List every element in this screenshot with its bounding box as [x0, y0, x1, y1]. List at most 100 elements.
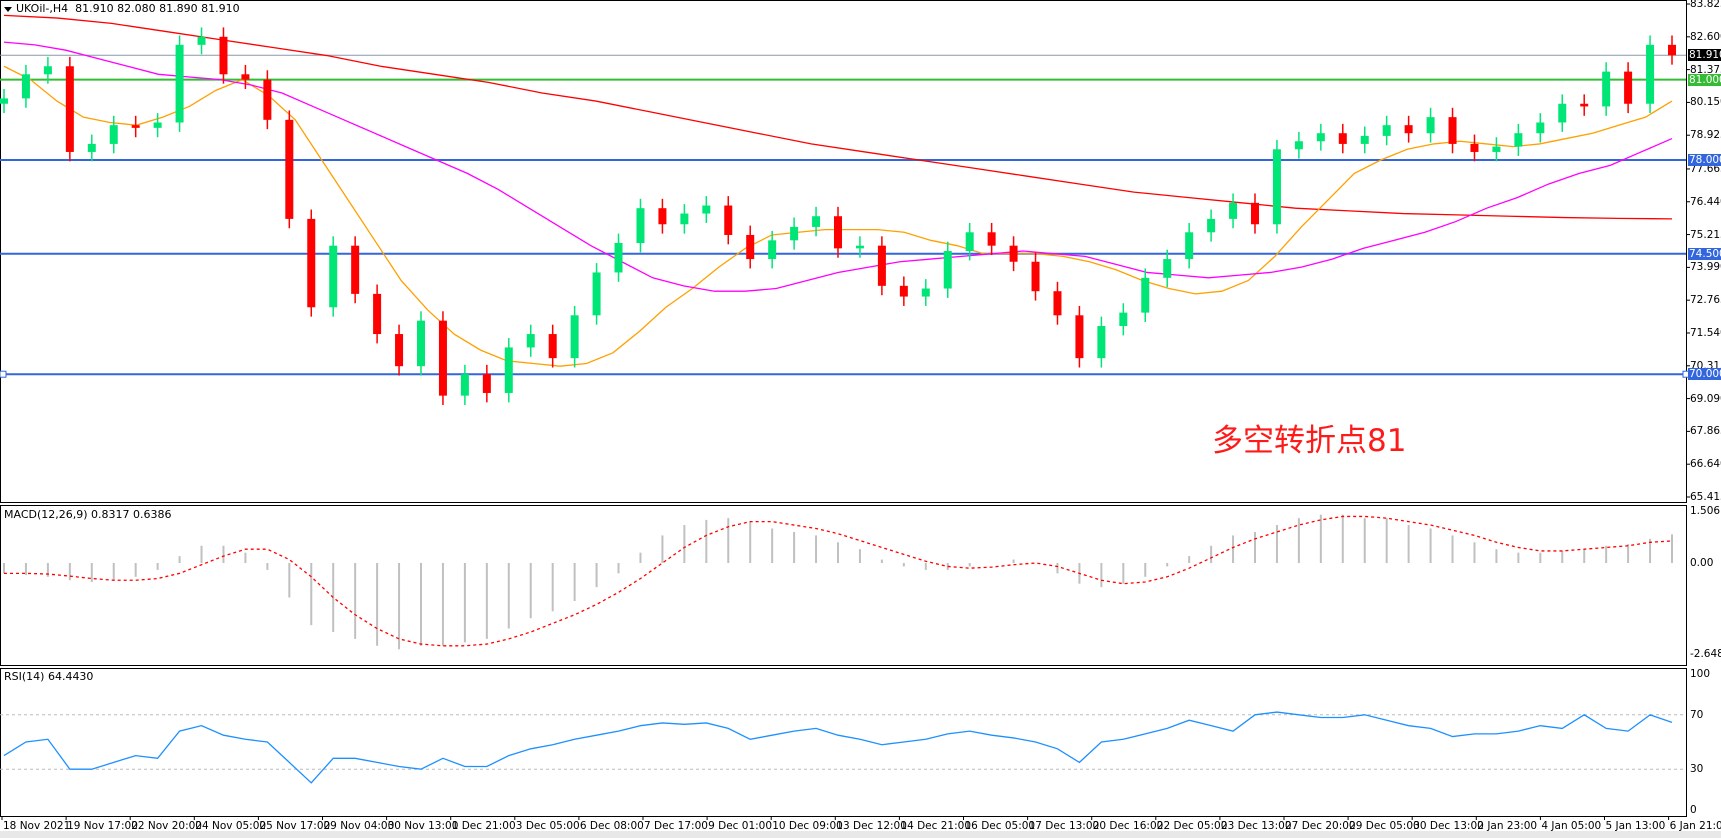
symbol-label: UKOil-,H4: [16, 2, 69, 15]
price-axis-label: 72.765: [1690, 294, 1721, 307]
time-axis-label: 30 Dec 13:00: [1413, 820, 1484, 832]
candle-body: [548, 334, 557, 359]
price-axis-label: 65.415: [1690, 491, 1721, 503]
candle-body: [153, 122, 162, 128]
time-axis-label: 24 Nov 05:00: [195, 820, 267, 832]
candle-body: [1316, 133, 1325, 142]
time-axis-label: 29 Dec 05:00: [1349, 820, 1420, 832]
candle-body: [1031, 261, 1040, 292]
candle-body: [1536, 122, 1545, 134]
level-label-70.000: 70.000: [1688, 368, 1721, 381]
time-axis-label: 27 Dec 20:00: [1285, 820, 1356, 832]
price-axis-label: 76.440: [1690, 195, 1721, 208]
rsi-axis-label: 30: [1690, 763, 1704, 776]
candle-body: [1448, 117, 1457, 144]
time-axis-label: 2 Jan 23:00: [1477, 820, 1538, 832]
candle-body: [526, 334, 535, 348]
candle-body: [482, 374, 491, 393]
level-label-81.910: 81.910: [1688, 49, 1721, 62]
time-axis-label: 30 Nov 13:00: [387, 820, 459, 832]
rsi-line: [3, 711, 1673, 784]
candle-body: [658, 208, 667, 225]
time-axis-label: 25 Nov 17:00: [259, 820, 331, 832]
time-axis-label: 22 Dec 05:00: [1156, 820, 1228, 832]
candle-body: [1360, 135, 1369, 144]
price-axis-label: 80.150: [1690, 96, 1721, 109]
annotation-text: 多空转折点81: [1212, 423, 1407, 459]
candle-body: [1229, 202, 1238, 219]
moving-average-ma_slow: [3, 14, 1673, 220]
candle-body: [109, 125, 118, 144]
candle-body: [1602, 71, 1611, 107]
price-axis-label: 69.090: [1690, 392, 1721, 405]
candle-body: [1492, 146, 1501, 152]
candle-body: [943, 251, 952, 289]
candle-body: [438, 320, 447, 396]
candle-body: [1207, 218, 1216, 233]
candle-body: [790, 226, 799, 241]
candle-body: [197, 36, 206, 45]
candle-body: [351, 245, 360, 294]
candle-body: [395, 334, 404, 367]
candle-body: [724, 205, 733, 235]
candle-body: [65, 66, 74, 152]
time-axis-label: 20 Dec 16:00: [1092, 820, 1164, 832]
candle-body: [1338, 133, 1347, 144]
time-axis-label: 18 Nov 2021: [3, 820, 71, 832]
time-axis-label: 5 Jan 13:00: [1605, 820, 1666, 832]
candle-body: [570, 315, 579, 359]
rsi-axis-label: 0: [1690, 804, 1697, 816]
candle-body: [1426, 117, 1435, 134]
dropdown-triangle-icon[interactable]: [4, 6, 12, 12]
level-label-81.000: 81.000: [1688, 73, 1721, 86]
time-axis-label: 10 Dec 09:00: [772, 820, 843, 832]
candle-body: [285, 119, 294, 219]
candle-body: [899, 285, 908, 297]
chart-header: UKOil-,H4 81.910 82.080 81.890 81.910: [4, 2, 240, 15]
candle-body: [680, 213, 689, 225]
time-axis-label: 14 Dec 21:00: [900, 820, 972, 832]
time-axis-label: 6 Dec 08:00: [579, 820, 644, 832]
candle-body: [1294, 141, 1303, 150]
price-axis-label: 83.825: [1690, 0, 1721, 10]
candle-body: [219, 36, 228, 75]
candle-body: [1163, 259, 1172, 278]
candle-body: [965, 232, 974, 252]
price-axis-label: 67.865: [1690, 425, 1721, 438]
time-axis-label: 7 Dec 17:00: [644, 820, 708, 832]
price-axis-label: 71.540: [1690, 326, 1721, 339]
candle-body: [812, 216, 821, 227]
main-panel-border: [0, 0, 1687, 503]
time-axis-label: 19 Nov 17:00: [67, 820, 138, 832]
candle-body: [460, 374, 469, 396]
candle-body: [1119, 312, 1128, 327]
macd-axis-label: -2.6487: [1690, 648, 1721, 661]
bottom-strip: [0, 831, 1721, 838]
macd-signal-line: [4, 515, 1673, 647]
rsi-panel-border: [0, 668, 1687, 817]
macd-panel-border: [0, 505, 1687, 666]
level-label-78.000: 78.000: [1688, 153, 1721, 166]
time-axis-label: 29 Nov 04:00: [323, 820, 395, 832]
rsi-axis-label: 100: [1690, 668, 1711, 680]
macd-header: MACD(12,26,9) 0.8317 0.6386: [4, 508, 172, 521]
price-axis-label: 81.375: [1690, 63, 1721, 76]
price-axis-label: 78.925: [1690, 129, 1721, 142]
candle-body: [241, 74, 250, 80]
macd-axis-label: 0.00: [1690, 557, 1714, 569]
candle-body: [1097, 326, 1106, 359]
price-axis-label: 82.600: [1690, 30, 1721, 43]
price-axis-label: 66.640: [1690, 458, 1721, 471]
candle-body: [504, 347, 513, 393]
candle-body: [1668, 44, 1676, 56]
time-axis-label: 22 Nov 20:00: [131, 820, 202, 832]
candle-body: [1514, 133, 1523, 147]
candle-body: [1646, 44, 1655, 104]
candle-body: [307, 218, 316, 308]
rsi-header: RSI(14) 64.4430: [4, 670, 94, 683]
candle-body: [175, 44, 184, 123]
candle-body: [417, 320, 425, 367]
macd-axis-label: 1.5061: [1690, 505, 1721, 518]
candle-body: [877, 245, 886, 286]
